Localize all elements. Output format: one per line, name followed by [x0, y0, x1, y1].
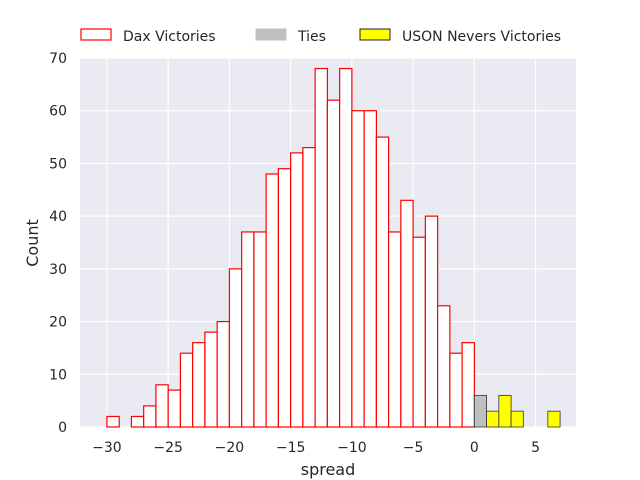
- bar-dax-victories: [437, 305, 451, 428]
- bar-dax-victories: [228, 268, 243, 428]
- bar-dax-victories: [400, 199, 414, 428]
- legend-swatch-uson-nevers-victories: [359, 28, 391, 41]
- bar-dax-victories: [412, 236, 426, 428]
- bar-dax-victories: [363, 110, 377, 428]
- y-tick-label: 40: [49, 209, 67, 225]
- y-tick-label: 70: [49, 51, 67, 67]
- legend: Dax Victories Ties USON Nevers Victories: [80, 28, 561, 45]
- y-tick-label: 20: [49, 315, 67, 331]
- x-tick-label: 5: [531, 440, 540, 456]
- bar-dax-victories: [106, 415, 120, 428]
- bar-dax-victories: [167, 389, 182, 428]
- legend-swatch-dax-victories: [80, 28, 112, 41]
- y-tick-label: 60: [49, 104, 67, 120]
- bar-dax-victories: [461, 342, 475, 428]
- x-tick-label: 0: [470, 440, 479, 456]
- x-axis-label: spread: [301, 460, 356, 479]
- bar-dax-victories: [155, 384, 169, 428]
- legend-label-dax-victories: Dax Victories: [123, 29, 216, 45]
- bar-dax-victories: [351, 110, 365, 428]
- x-tick-label: −10: [337, 440, 367, 456]
- x-tick-label: −20: [215, 440, 245, 456]
- x-axis-ticks: −30 −25 −20 −15 −10 −5 0 5: [92, 440, 540, 456]
- bar-dax-victories: [277, 168, 292, 428]
- y-axis-label: Count: [23, 219, 42, 267]
- bar-dax-victories: [265, 173, 279, 428]
- x-tick-label: −25: [153, 440, 183, 456]
- bar-dax-victories: [216, 320, 231, 428]
- x-tick-label: −15: [276, 440, 306, 456]
- bar-dax-victories: [326, 99, 341, 428]
- y-tick-label: 10: [49, 367, 67, 383]
- x-tick-label: −30: [92, 440, 122, 456]
- bar-uson-nevers-victories: [547, 410, 561, 428]
- bar-dax-victories: [339, 67, 353, 428]
- bar-dax-victories: [290, 152, 304, 428]
- bar-dax-victories: [424, 215, 439, 428]
- bar-dax-victories: [375, 136, 390, 428]
- bar-dax-victories: [143, 405, 157, 428]
- bar-dax-victories: [241, 231, 255, 428]
- bar-uson-nevers-victories: [510, 410, 524, 428]
- bar-uson-nevers-victories: [498, 394, 512, 428]
- bar-dax-victories: [204, 331, 218, 428]
- bar-dax-victories: [192, 342, 206, 428]
- bar-ties: [473, 394, 487, 428]
- bar-dax-victories: [302, 147, 316, 428]
- bar-dax-victories: [253, 231, 267, 428]
- bar-dax-victories: [179, 352, 194, 428]
- bar-dax-victories: [449, 352, 463, 428]
- histogram-bars: [106, 67, 561, 428]
- x-tick-label: −5: [403, 440, 424, 456]
- legend-label-uson-nevers-victories: USON Nevers Victories: [402, 29, 561, 45]
- legend-label-ties: Ties: [297, 29, 326, 45]
- bar-dax-victories: [130, 415, 145, 428]
- y-tick-label: 50: [49, 156, 67, 172]
- y-tick-label: 0: [58, 420, 67, 436]
- bar-dax-victories: [314, 67, 328, 428]
- bar-uson-nevers-victories: [486, 410, 500, 428]
- legend-swatch-ties: [255, 28, 287, 41]
- y-tick-label: 30: [49, 262, 67, 278]
- bar-dax-victories: [388, 231, 402, 428]
- y-axis-ticks: 0 10 20 30 40 50 60 70: [49, 51, 67, 436]
